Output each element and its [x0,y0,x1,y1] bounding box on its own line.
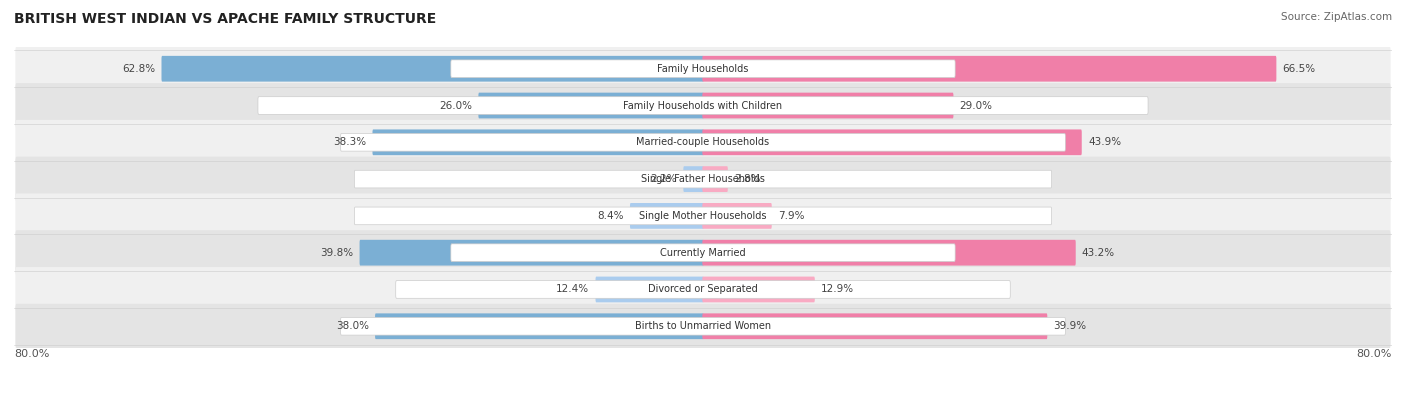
FancyBboxPatch shape [703,240,1076,265]
FancyBboxPatch shape [373,130,703,155]
FancyBboxPatch shape [15,194,1391,238]
FancyBboxPatch shape [15,230,1391,275]
FancyBboxPatch shape [375,313,703,339]
Text: 66.5%: 66.5% [1282,64,1316,74]
FancyBboxPatch shape [596,276,703,302]
Text: 8.4%: 8.4% [598,211,624,221]
FancyBboxPatch shape [703,276,815,302]
FancyBboxPatch shape [15,304,1391,349]
Text: Single Father Households: Single Father Households [641,174,765,184]
FancyBboxPatch shape [630,203,703,229]
Text: 43.9%: 43.9% [1088,137,1121,147]
Text: 2.8%: 2.8% [734,174,761,184]
FancyBboxPatch shape [703,93,953,118]
FancyBboxPatch shape [451,244,955,261]
Text: 80.0%: 80.0% [14,350,49,359]
FancyBboxPatch shape [478,93,703,118]
Text: Single Mother Households: Single Mother Households [640,211,766,221]
Text: 7.9%: 7.9% [778,211,804,221]
Text: 38.3%: 38.3% [333,137,367,147]
FancyBboxPatch shape [15,46,1391,91]
Text: 29.0%: 29.0% [960,100,993,111]
FancyBboxPatch shape [257,97,1149,115]
FancyBboxPatch shape [703,313,1047,339]
Text: Family Households with Children: Family Households with Children [623,100,783,111]
Text: 12.9%: 12.9% [821,284,853,295]
Text: Family Households: Family Households [658,64,748,74]
FancyBboxPatch shape [340,134,1066,151]
FancyBboxPatch shape [703,130,1081,155]
FancyBboxPatch shape [703,166,728,192]
Text: Births to Unmarried Women: Births to Unmarried Women [636,321,770,331]
Text: Divorced or Separated: Divorced or Separated [648,284,758,295]
Text: 26.0%: 26.0% [439,100,472,111]
Text: 43.2%: 43.2% [1083,248,1115,258]
Text: 39.8%: 39.8% [321,248,353,258]
FancyBboxPatch shape [360,240,703,265]
FancyBboxPatch shape [15,157,1391,201]
FancyBboxPatch shape [451,60,955,77]
FancyBboxPatch shape [703,56,1277,82]
Text: Married-couple Households: Married-couple Households [637,137,769,147]
FancyBboxPatch shape [703,203,772,229]
FancyBboxPatch shape [15,267,1391,312]
Text: 12.4%: 12.4% [557,284,589,295]
FancyBboxPatch shape [162,56,703,82]
Text: 38.0%: 38.0% [336,321,368,331]
Text: BRITISH WEST INDIAN VS APACHE FAMILY STRUCTURE: BRITISH WEST INDIAN VS APACHE FAMILY STR… [14,12,436,26]
FancyBboxPatch shape [395,280,1011,298]
Text: 80.0%: 80.0% [1357,350,1392,359]
FancyBboxPatch shape [354,207,1052,225]
FancyBboxPatch shape [354,170,1052,188]
Text: 39.9%: 39.9% [1053,321,1087,331]
FancyBboxPatch shape [15,83,1391,128]
Text: 2.2%: 2.2% [651,174,678,184]
FancyBboxPatch shape [15,120,1391,165]
Text: 62.8%: 62.8% [122,64,155,74]
FancyBboxPatch shape [340,318,1066,335]
FancyBboxPatch shape [683,166,703,192]
Text: Source: ZipAtlas.com: Source: ZipAtlas.com [1281,12,1392,22]
Text: Currently Married: Currently Married [661,248,745,258]
